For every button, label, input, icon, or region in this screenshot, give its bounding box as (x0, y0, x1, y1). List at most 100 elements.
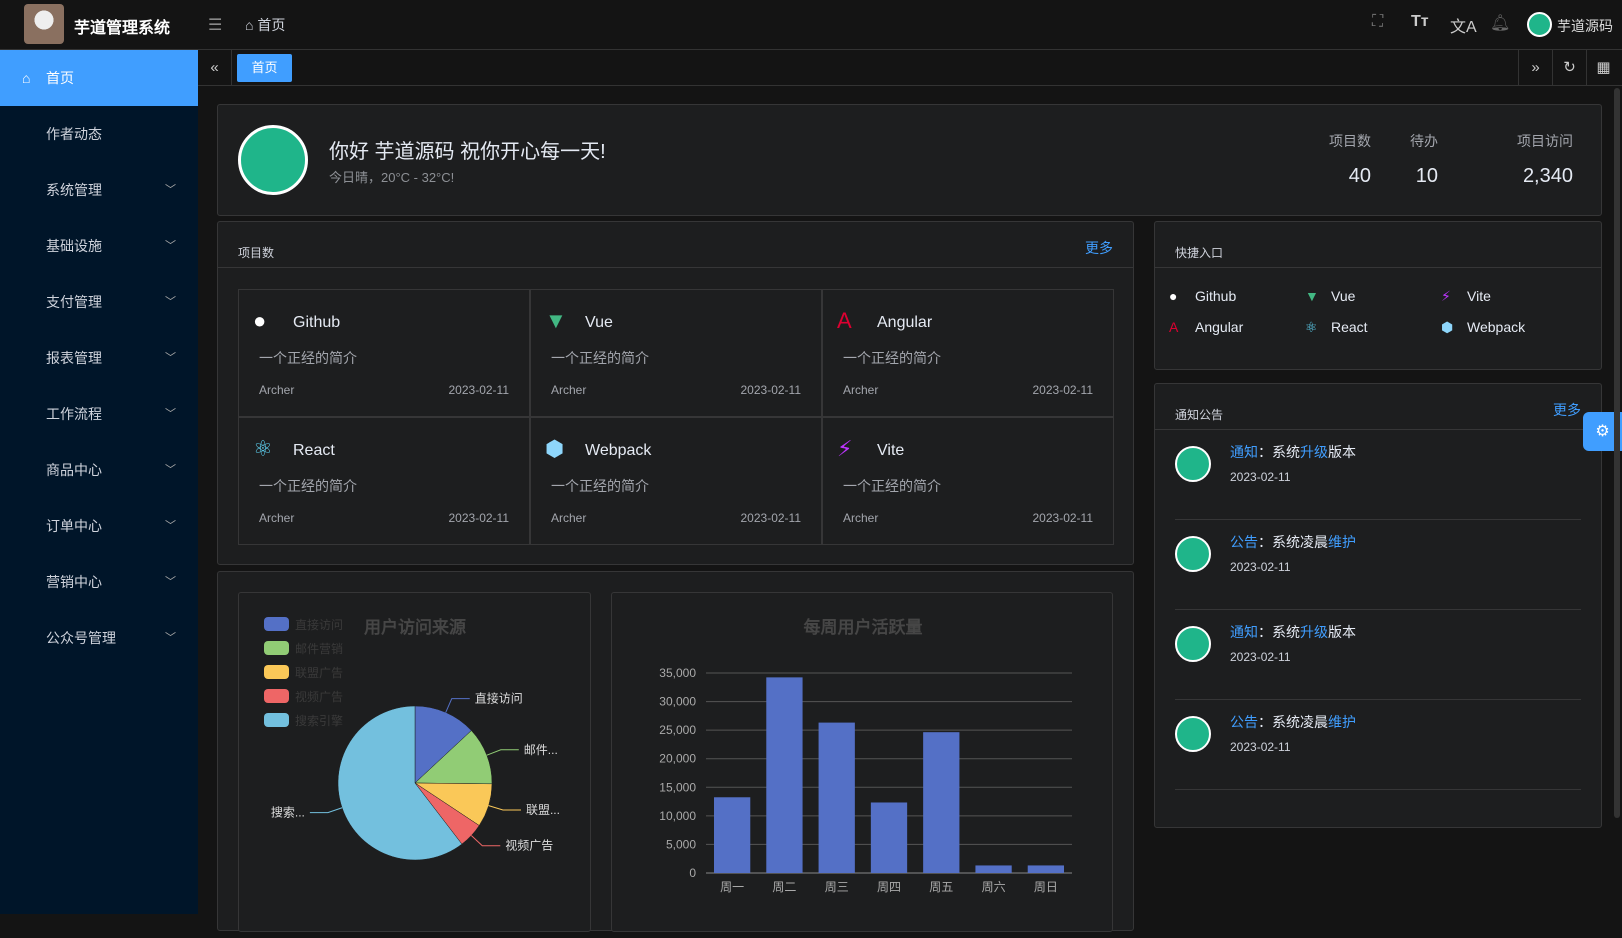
sidebar-item[interactable]: 公众号管理 ﹀ (0, 610, 198, 666)
project-desc: 一个正经的简介 (259, 350, 357, 366)
project-item[interactable]: ⚡ Vite 一个正经的简介 Archer 2023-02-11 (822, 417, 1114, 545)
project-item[interactable]: ⚛ React 一个正经的简介 Archer 2023-02-11 (238, 417, 530, 545)
notice-text: 通知：系统升级版本 (1230, 444, 1356, 460)
pie-label: 联盟... (526, 803, 560, 817)
sidebar-item[interactable]: 支付管理 ﹀ (0, 274, 198, 330)
sidebar-item-label: 营销中心 (46, 574, 102, 590)
avatar (1175, 716, 1211, 752)
notice-item[interactable]: 公告：系统凌晨维护 2023-02-11 (1175, 700, 1581, 790)
font-size-icon[interactable]: Tт (1411, 13, 1429, 30)
chevron-down-icon: ﹀ (165, 632, 176, 644)
sidebar-item[interactable]: 订单中心 ﹀ (0, 498, 198, 554)
shortcut-label: Webpack (1467, 319, 1526, 335)
stat-visits: 项目访问 2,340 (1517, 133, 1573, 187)
pie-label-line (486, 749, 519, 756)
notice-date: 2023-02-11 (1230, 650, 1291, 664)
welcome-avatar (238, 125, 308, 195)
welcome-card: 你好 芋道源码 祝你开心每一天! 今日晴，20°C - 32°C! 项目数 40 … (217, 104, 1602, 216)
legend-swatch (264, 641, 289, 655)
refresh-icon[interactable]: ↻ (1552, 50, 1586, 86)
project-desc: 一个正经的简介 (259, 478, 357, 494)
breadcrumb[interactable]: ⌂ 首页 (245, 17, 286, 33)
legend-label: 搜索引擎 (295, 713, 343, 728)
notice-item[interactable]: 通知：系统升级版本 2023-02-11 (1175, 430, 1581, 520)
notice-text: 公告：系统凌晨维护 (1230, 534, 1356, 550)
legend-label: 邮件营销 (295, 642, 343, 656)
translate-icon[interactable]: 文A (1450, 19, 1477, 36)
pie-label: 邮件... (524, 743, 558, 757)
shortcut-label: Vue (1331, 288, 1356, 304)
app-title: 芋道管理系统 (74, 20, 171, 37)
tab-home[interactable]: 首页 (237, 54, 292, 82)
sidebar-item[interactable]: 营销中心 ﹀ (0, 554, 198, 610)
legend-swatch (264, 689, 289, 703)
bar (714, 797, 751, 873)
fullscreen-icon[interactable]: ⛶ (1372, 13, 1384, 30)
scrollbar[interactable] (1614, 88, 1620, 818)
x-tick-label: 周日 (1034, 880, 1058, 894)
vite-icon: ⚡ (837, 436, 853, 461)
project-item[interactable]: ● Github 一个正经的简介 Archer 2023-02-11 (238, 289, 530, 417)
project-author: Archer (551, 383, 587, 397)
scroll-left-icon[interactable]: « (198, 50, 232, 86)
menu-toggle-icon[interactable]: ☰ (208, 17, 223, 34)
shortcut-item[interactable]: ⚛ React (1305, 319, 1368, 336)
shortcut-item[interactable]: A Angular (1169, 319, 1243, 335)
project-item[interactable]: ▼ Vue 一个正经的简介 Archer 2023-02-11 (530, 289, 822, 417)
notice-date: 2023-02-11 (1230, 740, 1291, 754)
chevron-down-icon: ﹀ (165, 576, 176, 588)
shortcut-item[interactable]: ⬢ Webpack (1441, 319, 1525, 336)
notice-item[interactable]: 通知：系统升级版本 2023-02-11 (1175, 610, 1581, 700)
sidebar-item[interactable]: 商品中心 ﹀ (0, 442, 198, 498)
y-tick-label: 20,000 (659, 752, 696, 766)
scroll-right-icon[interactable]: » (1518, 50, 1552, 86)
bar (975, 865, 1012, 873)
angular-icon: A (837, 308, 852, 333)
sidebar-item[interactable]: 报表管理 ﹀ (0, 330, 198, 386)
sidebar-item[interactable]: 作者动态 (0, 106, 198, 162)
github-icon: ● (253, 308, 267, 333)
sidebar-item[interactable]: 工作流程 ﹀ (0, 386, 198, 442)
project-item[interactable]: ⬢ Webpack 一个正经的简介 Archer 2023-02-11 (530, 417, 822, 545)
shortcut-item[interactable]: ● Github (1169, 288, 1236, 304)
project-date: 2023-02-11 (740, 383, 802, 397)
vue-icon: ▼ (545, 308, 567, 333)
y-tick-label: 15,000 (659, 780, 696, 794)
project-date: 2023-02-11 (1032, 383, 1094, 397)
shortcuts-title: 快捷入口 (1175, 246, 1224, 260)
avatar[interactable] (1527, 12, 1552, 37)
bell-icon[interactable]: 🔔︎ (1490, 15, 1511, 32)
greeting: 你好 芋道源码 祝你开心每一天! (329, 141, 606, 163)
avatar (1175, 536, 1211, 572)
notices-card: 通知公告 更多 通知：系统升级版本 2023-02-11 公告：系统凌晨维护 2… (1154, 383, 1602, 828)
sidebar-item-label: 订单中心 (46, 518, 102, 534)
pie-label-line (445, 698, 470, 713)
home-icon: ⌂ (245, 17, 258, 33)
projects-more-link[interactable]: 更多 (1085, 240, 1113, 256)
notices-more-link[interactable]: 更多 (1553, 402, 1581, 418)
github-icon: ● (1169, 288, 1178, 304)
avatar (1175, 626, 1211, 662)
grid-icon[interactable]: ▦ (1586, 50, 1620, 86)
logo (24, 4, 64, 44)
sidebar-item[interactable]: ⌂ 首页 (0, 50, 198, 106)
project-name: Webpack (585, 442, 652, 459)
username[interactable]: 芋道源码 (1557, 18, 1613, 34)
pie-slice (414, 705, 472, 784)
home-icon: ⌂ (22, 70, 31, 86)
bar (1027, 865, 1064, 873)
notice-item[interactable]: 公告：系统凌晨维护 2023-02-11 (1175, 520, 1581, 610)
sidebar-item[interactable]: 基础设施 ﹀ (0, 218, 198, 274)
legend-swatch (264, 665, 289, 679)
top-header: 芋道管理系统 ☰ ⌂ 首页 ⛶ Tт 文A 🔔︎ 芋道源码 (0, 0, 1622, 50)
sidebar-item[interactable]: 系统管理 ﹀ (0, 162, 198, 218)
x-tick-label: 周三 (825, 880, 849, 894)
x-tick-label: 周四 (877, 880, 901, 894)
shortcut-label: Vite (1467, 288, 1491, 304)
notice-date: 2023-02-11 (1230, 560, 1291, 574)
shortcut-item[interactable]: ⚡ Vite (1441, 288, 1491, 305)
project-desc: 一个正经的简介 (843, 478, 941, 494)
shortcut-item[interactable]: ▼ Vue (1305, 288, 1355, 304)
project-item[interactable]: A Angular 一个正经的简介 Archer 2023-02-11 (822, 289, 1114, 417)
react-icon: ⚛ (253, 436, 273, 461)
